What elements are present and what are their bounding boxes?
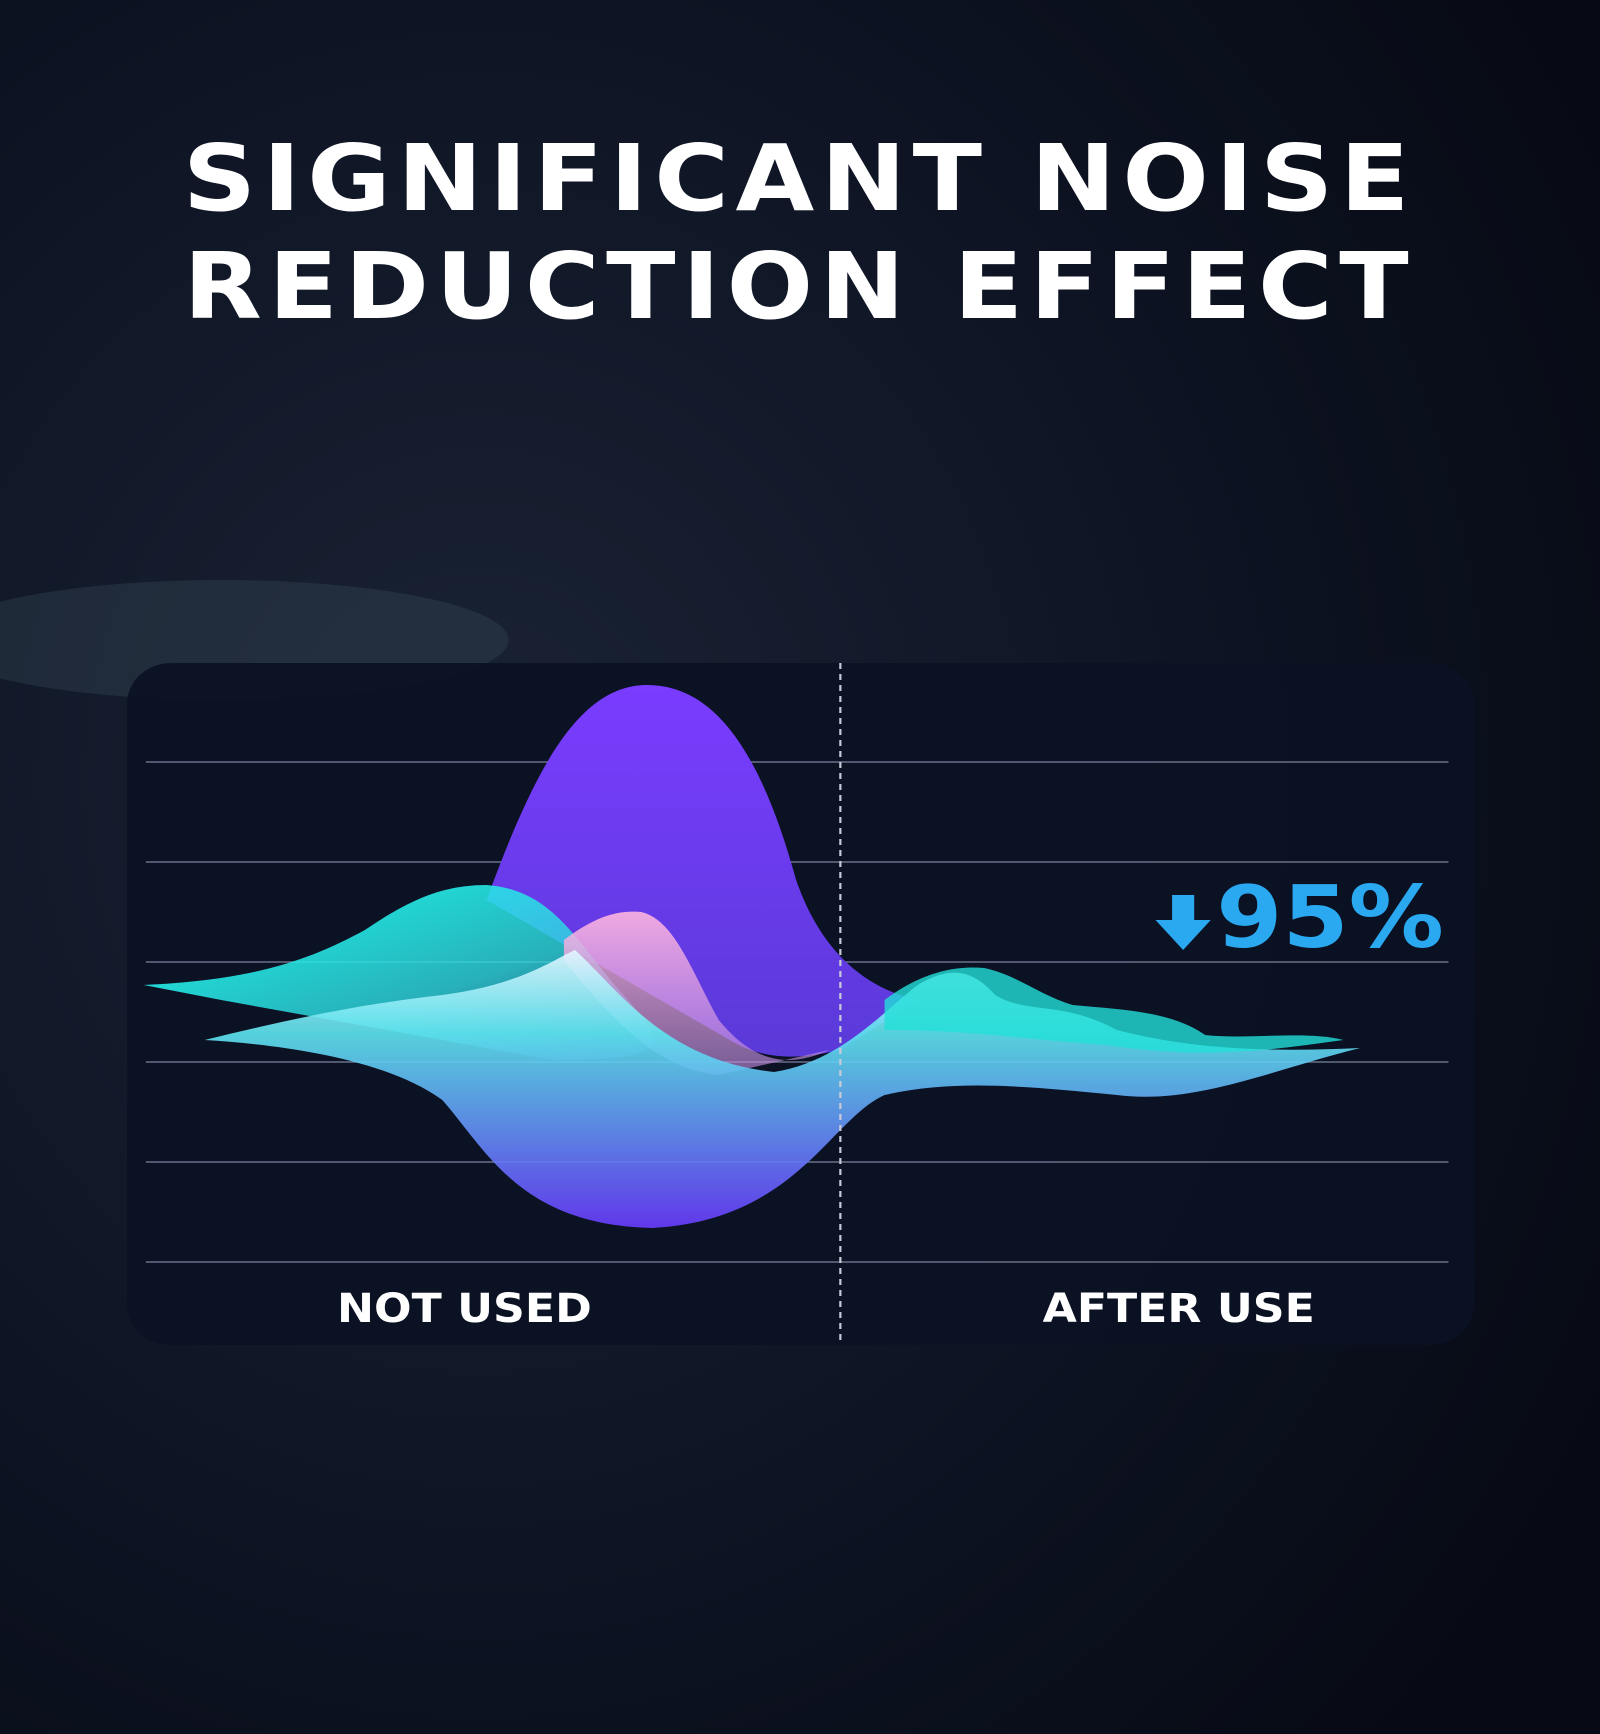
reduction-value: 95% (1216, 868, 1444, 968)
title-line: SIGNIFICANT NOISE (183, 125, 1416, 232)
title-line: REDUCTION EFFECT (184, 233, 1416, 340)
waves (143, 685, 1361, 1228)
label-not-used: NOT USED (337, 1285, 592, 1331)
down-arrow-icon (1155, 895, 1211, 950)
label-after-use: AFTER USE (1043, 1285, 1315, 1331)
